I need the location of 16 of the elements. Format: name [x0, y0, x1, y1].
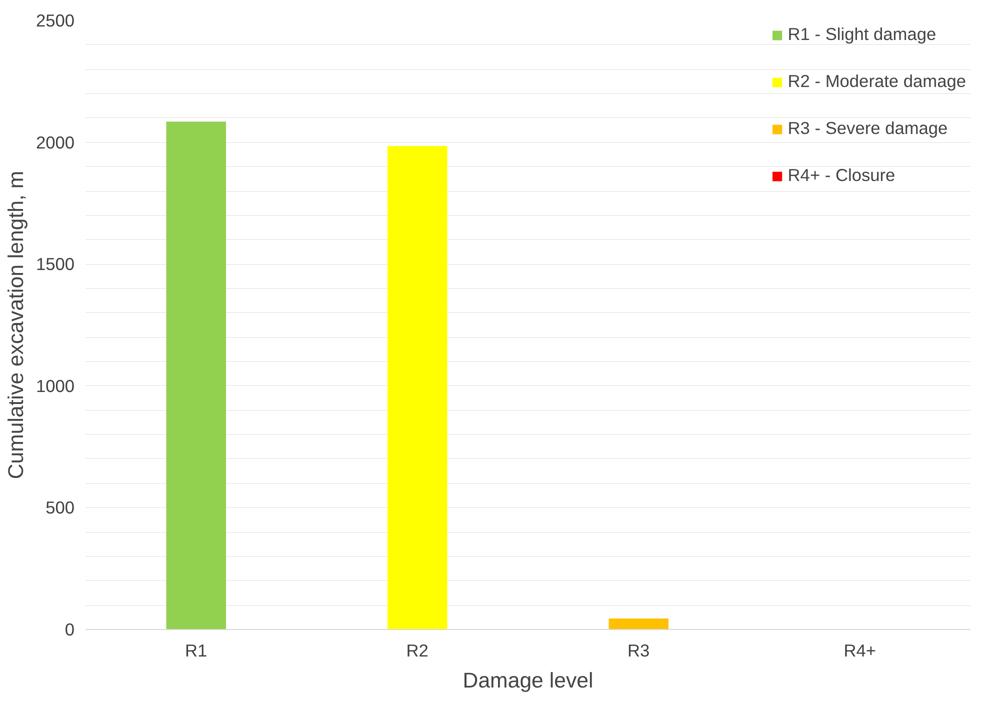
x-tick-label: R1	[185, 640, 208, 660]
legend-label: R2 - Moderate damage	[788, 71, 966, 92]
y-axis-title: Cumulative excavation length, m	[4, 170, 28, 480]
x-tick-label: R4+	[844, 640, 876, 660]
y-tick-label: 500	[46, 498, 75, 518]
y-tick-label: 1500	[36, 254, 75, 274]
legend-label: R4+ - Closure	[788, 165, 896, 186]
y-tick-label: 2000	[36, 132, 75, 152]
x-axis-title: Damage level	[462, 668, 594, 692]
y-tick-label: 1000	[36, 376, 75, 396]
x-tick-label: R2	[406, 640, 428, 660]
legend-label: R1 - Slight damage	[788, 24, 936, 45]
legend-label: R3 - Severe damage	[788, 118, 948, 139]
x-tick-label: R3	[628, 640, 650, 660]
y-tick-label: 0	[64, 620, 75, 640]
y-tick-label: 2500	[36, 10, 75, 30]
